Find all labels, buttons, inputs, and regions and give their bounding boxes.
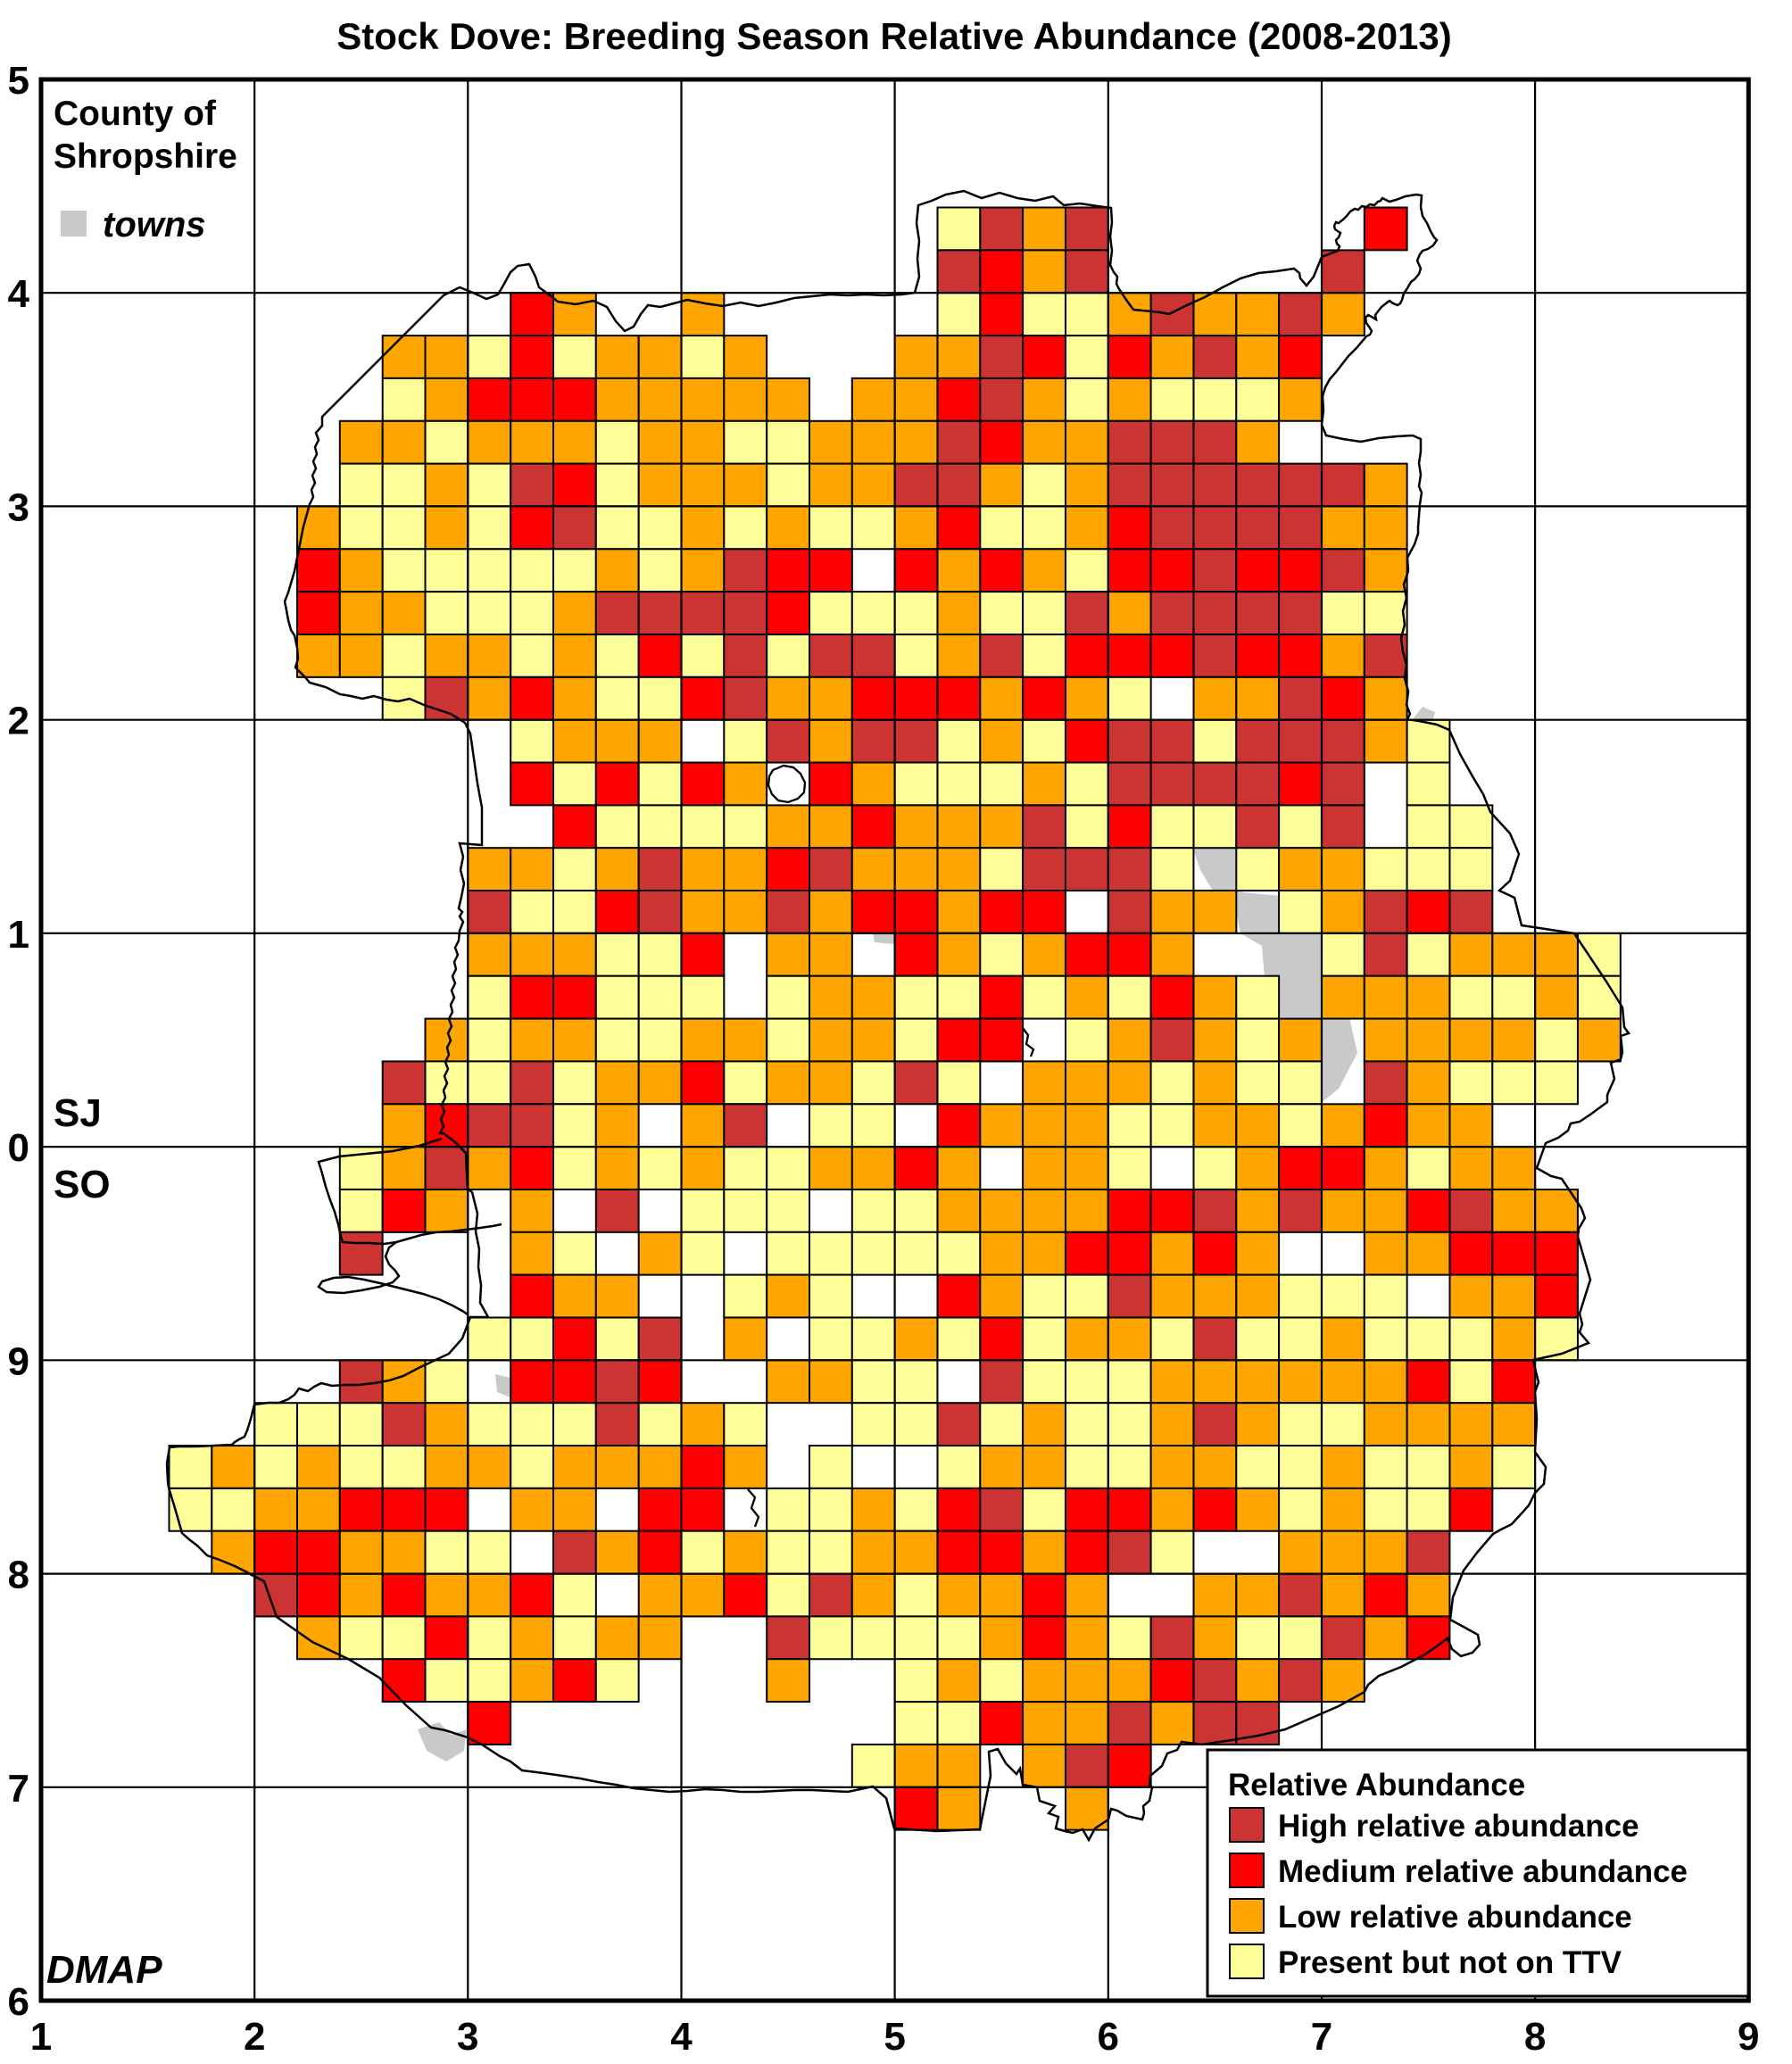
svg-text:8: 8 (8, 1554, 29, 1597)
svg-text:County of: County of (54, 95, 217, 133)
svg-text:Stock Dove: Breeding Season Re: Stock Dove: Breeding Season Relative Abu… (336, 15, 1452, 57)
svg-text:SJ: SJ (54, 1091, 102, 1135)
svg-text:Medium relative abundance: Medium relative abundance (1278, 1854, 1688, 1889)
svg-text:Present but not on TTV: Present but not on TTV (1278, 1945, 1622, 1980)
svg-text:Shropshire: Shropshire (54, 137, 237, 176)
svg-text:DMAP: DMAP (46, 1948, 162, 1992)
svg-text:3: 3 (8, 485, 29, 529)
svg-text:Low relative abundance: Low relative abundance (1278, 1900, 1632, 1935)
svg-text:6: 6 (8, 1980, 29, 2024)
svg-text:5: 5 (884, 2015, 905, 2059)
svg-text:2: 2 (8, 700, 29, 743)
svg-text:7: 7 (8, 1767, 29, 1811)
svg-text:9: 9 (1738, 2015, 1759, 2059)
svg-text:2: 2 (244, 2015, 265, 2059)
svg-text:6: 6 (1098, 2015, 1119, 2059)
svg-text:SO: SO (54, 1163, 111, 1206)
svg-text:5: 5 (8, 59, 29, 103)
svg-text:towns: towns (103, 205, 206, 245)
svg-text:7: 7 (1311, 2015, 1332, 2059)
svg-text:High relative abundance: High relative abundance (1278, 1809, 1639, 1844)
svg-text:0: 0 (8, 1126, 29, 1170)
svg-text:1: 1 (30, 2015, 52, 2059)
svg-text:8: 8 (1524, 2015, 1546, 2059)
svg-text:1: 1 (8, 913, 29, 957)
svg-text:4: 4 (8, 272, 30, 316)
svg-text:3: 3 (457, 2015, 478, 2059)
svg-text:4: 4 (670, 2015, 693, 2059)
svg-text:Relative Abundance: Relative Abundance (1228, 1768, 1525, 1803)
svg-text:9: 9 (8, 1339, 29, 1383)
